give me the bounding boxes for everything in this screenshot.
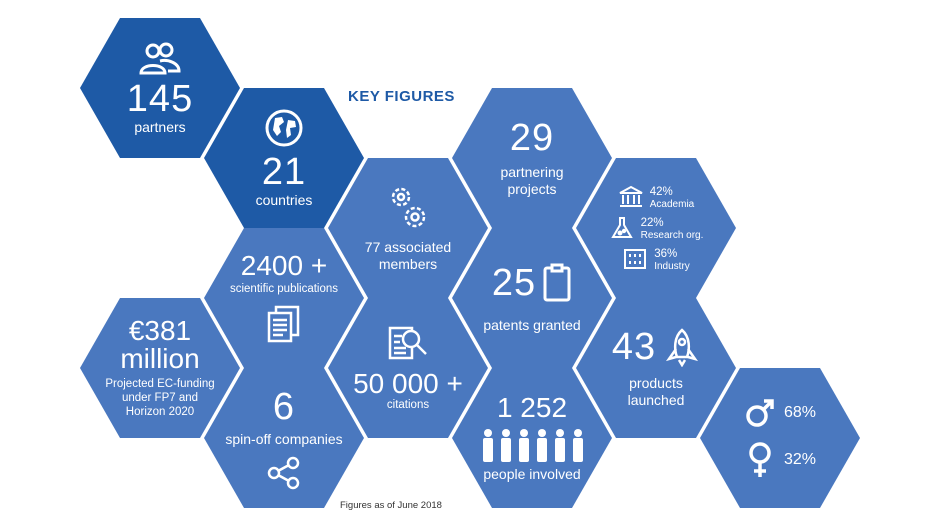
university-icon [618, 185, 644, 209]
male-pct: 68% [783, 404, 817, 421]
people-value: 1 252 [496, 391, 568, 423]
female-pct: 32% [783, 451, 817, 468]
academia-label: Academia [649, 198, 695, 210]
publications-value: 2400 + [240, 250, 328, 281]
gender-male: 68% [744, 397, 816, 429]
partnering-label-line2: projects [507, 181, 557, 197]
hex-gender: 68% 32% [700, 368, 860, 508]
patents-label: patents granted [483, 316, 581, 333]
people-label: people involved [483, 465, 581, 482]
countries-label: countries [255, 191, 313, 208]
citations-label: citations [386, 399, 430, 411]
partners-value: 145 [126, 77, 194, 120]
associated-label-line1: 77 associated [364, 239, 452, 255]
partnering-label-line1: partnering [500, 164, 564, 180]
funding-label-line3: Horizon 2020 [125, 406, 195, 418]
industry-pct: 36% [654, 247, 678, 260]
funding-value-line2: million [120, 343, 200, 374]
research-label: Research org. [640, 229, 704, 241]
footnote: Figures as of June 2018 [340, 500, 442, 511]
partnering-value: 29 [509, 117, 555, 159]
breakdown-research: 22% Research org. [609, 216, 704, 241]
hex-products: 43 products launched [576, 298, 736, 438]
countries-value: 21 [261, 150, 307, 193]
people-icon [138, 41, 182, 79]
spinoff-label: spin-off companies [225, 430, 343, 447]
search-document-icon [386, 324, 430, 362]
gears-icon [386, 183, 430, 233]
breakdown-industry: 36% Industry [622, 247, 690, 272]
patents-value: 25 [491, 261, 537, 304]
associated-label-line2: members [378, 256, 438, 272]
share-icon [266, 456, 302, 490]
funding-label-line1: Projected EC-funding [105, 378, 215, 390]
crowd-icon [480, 428, 584, 462]
partners-label: partners [134, 118, 186, 135]
spinoff-value: 6 [272, 385, 296, 428]
hex-funding: €381 million Projected EC-funding under … [80, 298, 240, 438]
building-icon [622, 247, 648, 271]
clipboard-icon [542, 263, 572, 303]
products-label-line2: launched [627, 392, 685, 408]
female-symbol-icon [744, 441, 776, 479]
key-figures-title: KEY FIGURES [348, 88, 455, 105]
documents-icon [264, 304, 304, 344]
breakdown-academia: 42% Academia [618, 185, 694, 210]
citations-value: 50 000 + [353, 368, 463, 399]
funding-value-line1: €381 [128, 315, 192, 346]
funding-label-line2: under FP7 and [121, 392, 199, 404]
gender-female: 32% [744, 441, 816, 479]
research-pct: 22% [640, 216, 664, 229]
publications-label: scientific publications [229, 283, 339, 295]
hex-partner-breakdown: 42% Academia 22% Research org. 36% [576, 158, 736, 298]
industry-label: Industry [654, 260, 690, 272]
rocket-icon [664, 327, 700, 367]
products-label-line1: products [629, 375, 683, 391]
products-value: 43 [611, 326, 657, 368]
academia-pct: 42% [649, 185, 673, 198]
male-symbol-icon [744, 397, 776, 429]
globe-icon [264, 108, 304, 148]
flask-icon [609, 216, 635, 240]
